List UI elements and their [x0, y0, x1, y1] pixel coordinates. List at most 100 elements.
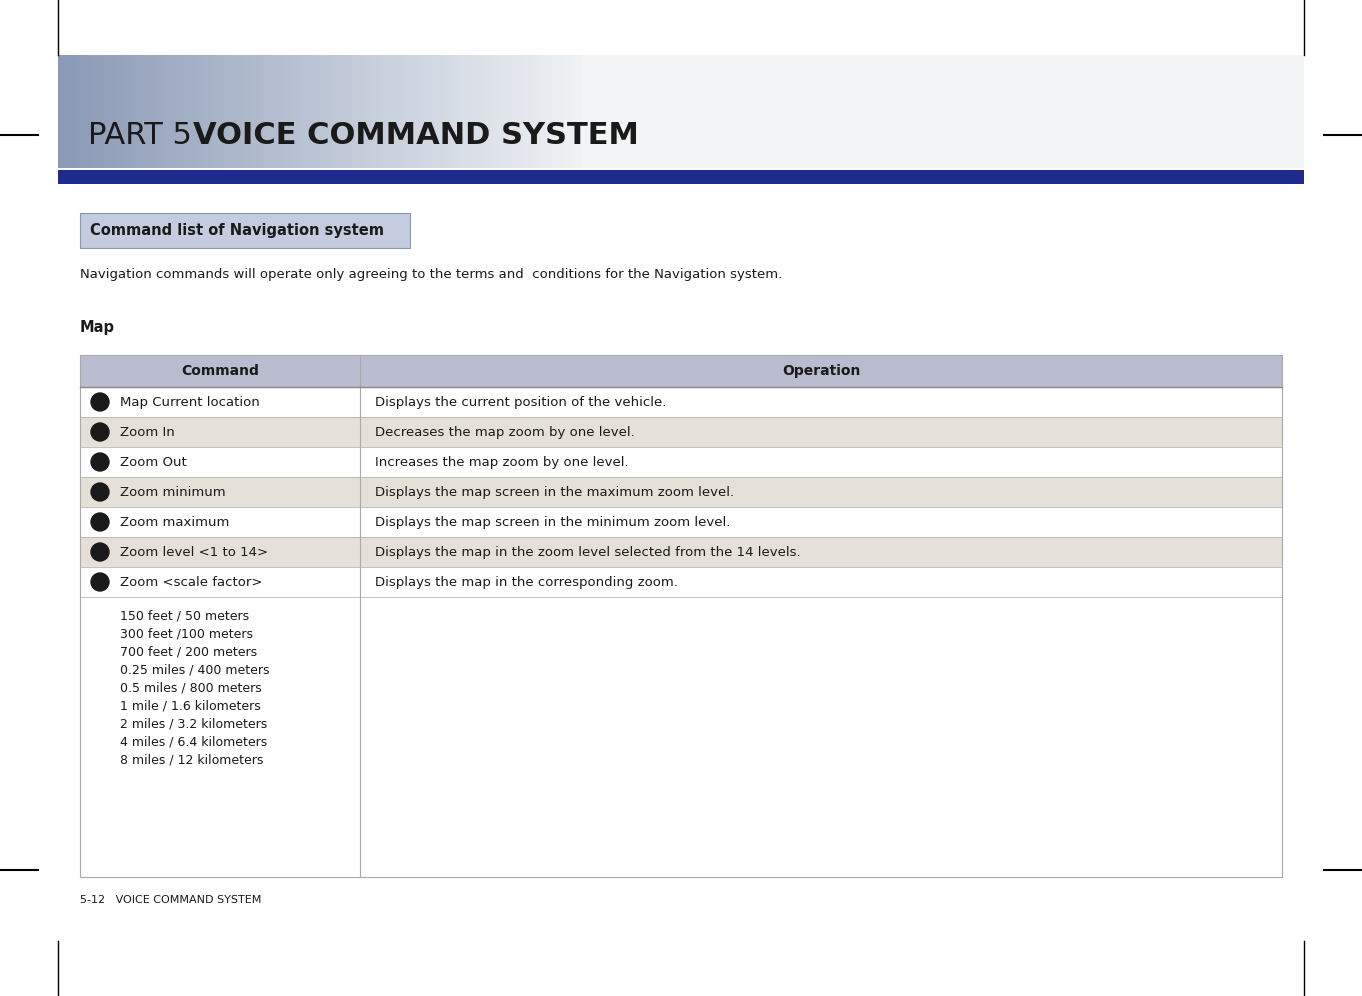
Bar	[507, 55, 512, 168]
Bar	[403, 55, 407, 168]
Bar	[411, 55, 417, 168]
Bar	[150, 55, 155, 168]
Bar	[80, 447, 1282, 477]
Bar	[263, 55, 268, 168]
Bar	[485, 55, 490, 168]
Text: 5-12   VOICE COMMAND SYSTEM: 5-12 VOICE COMMAND SYSTEM	[80, 895, 262, 905]
Bar	[473, 55, 478, 168]
Text: VOICE COMMAND SYSTEM: VOICE COMMAND SYSTEM	[193, 121, 639, 149]
Bar	[528, 55, 534, 168]
Bar	[271, 55, 276, 168]
Bar	[481, 55, 486, 168]
Bar	[459, 55, 464, 168]
Text: Map Current location: Map Current location	[120, 395, 260, 408]
Bar	[582, 55, 1303, 168]
Text: 0.5 miles / 800 meters: 0.5 miles / 800 meters	[120, 681, 262, 694]
Bar	[306, 55, 312, 168]
Text: Operation: Operation	[782, 364, 861, 378]
Bar	[385, 55, 391, 168]
Circle shape	[91, 393, 109, 411]
Bar	[364, 55, 369, 168]
Bar	[128, 55, 133, 168]
Bar	[516, 55, 522, 168]
Bar	[469, 55, 474, 168]
Bar	[368, 55, 373, 168]
Bar	[80, 55, 86, 168]
Bar	[67, 55, 72, 168]
Text: Map: Map	[80, 320, 114, 335]
Bar	[102, 55, 108, 168]
Bar	[267, 55, 272, 168]
Bar	[259, 55, 264, 168]
Bar	[372, 55, 377, 168]
Bar	[433, 55, 439, 168]
Text: Displays the map in the corresponding zoom.: Displays the map in the corresponding zo…	[375, 576, 678, 589]
Bar	[241, 55, 247, 168]
Bar	[447, 55, 451, 168]
Bar	[429, 55, 434, 168]
Bar	[80, 567, 1282, 597]
Text: Navigation commands will operate only agreeing to the terms and  conditions for : Navigation commands will operate only ag…	[80, 268, 782, 281]
Bar	[542, 55, 548, 168]
Text: 150 feet / 50 meters: 150 feet / 50 meters	[120, 609, 249, 622]
Bar	[154, 55, 159, 168]
Bar	[80, 355, 1282, 877]
Text: 0.25 miles / 400 meters: 0.25 miles / 400 meters	[120, 663, 270, 676]
Bar	[219, 55, 225, 168]
Bar	[455, 55, 460, 168]
Bar	[415, 55, 421, 168]
Bar	[84, 55, 90, 168]
Bar	[315, 55, 320, 168]
Bar	[276, 55, 282, 168]
Bar	[425, 55, 429, 168]
Text: Command: Command	[181, 364, 259, 378]
Bar	[168, 55, 173, 168]
Bar	[332, 55, 338, 168]
Bar	[75, 55, 80, 168]
Text: Displays the map in the zoom level selected from the 14 levels.: Displays the map in the zoom level selec…	[375, 546, 801, 559]
Bar	[245, 55, 251, 168]
Bar	[132, 55, 138, 168]
Bar	[140, 55, 146, 168]
Bar	[394, 55, 399, 168]
Bar	[381, 55, 385, 168]
Text: 700 feet / 200 meters: 700 feet / 200 meters	[120, 645, 257, 658]
Bar	[556, 55, 561, 168]
Circle shape	[91, 573, 109, 591]
Bar	[227, 55, 233, 168]
Bar	[193, 55, 199, 168]
Bar	[197, 55, 203, 168]
Bar	[215, 55, 221, 168]
Bar	[564, 55, 569, 168]
Bar	[80, 537, 1282, 567]
Bar	[114, 55, 120, 168]
Bar	[202, 55, 207, 168]
Bar	[136, 55, 142, 168]
Bar	[176, 55, 181, 168]
Bar	[324, 55, 330, 168]
Bar	[237, 55, 242, 168]
Bar	[534, 55, 539, 168]
Text: Zoom level <1 to 14>: Zoom level <1 to 14>	[120, 546, 268, 559]
Text: 300 feet /100 meters: 300 feet /100 meters	[120, 627, 253, 640]
Bar	[233, 55, 238, 168]
Bar	[285, 55, 290, 168]
Text: Command list of Navigation system: Command list of Navigation system	[90, 223, 384, 238]
Bar	[93, 55, 98, 168]
Bar	[172, 55, 177, 168]
Bar	[360, 55, 364, 168]
Bar	[463, 55, 469, 168]
Bar	[106, 55, 112, 168]
Bar	[211, 55, 217, 168]
Text: 2 miles / 3.2 kilometers: 2 miles / 3.2 kilometers	[120, 717, 267, 730]
Text: Displays the current position of the vehicle.: Displays the current position of the veh…	[375, 395, 666, 408]
Bar	[162, 55, 168, 168]
Bar	[71, 55, 76, 168]
Text: Zoom Out: Zoom Out	[120, 455, 187, 468]
Bar	[80, 477, 1282, 507]
Text: 1 mile / 1.6 kilometers: 1 mile / 1.6 kilometers	[120, 699, 260, 712]
Bar	[80, 597, 1282, 877]
Circle shape	[91, 423, 109, 441]
Bar	[503, 55, 508, 168]
Bar	[437, 55, 443, 168]
